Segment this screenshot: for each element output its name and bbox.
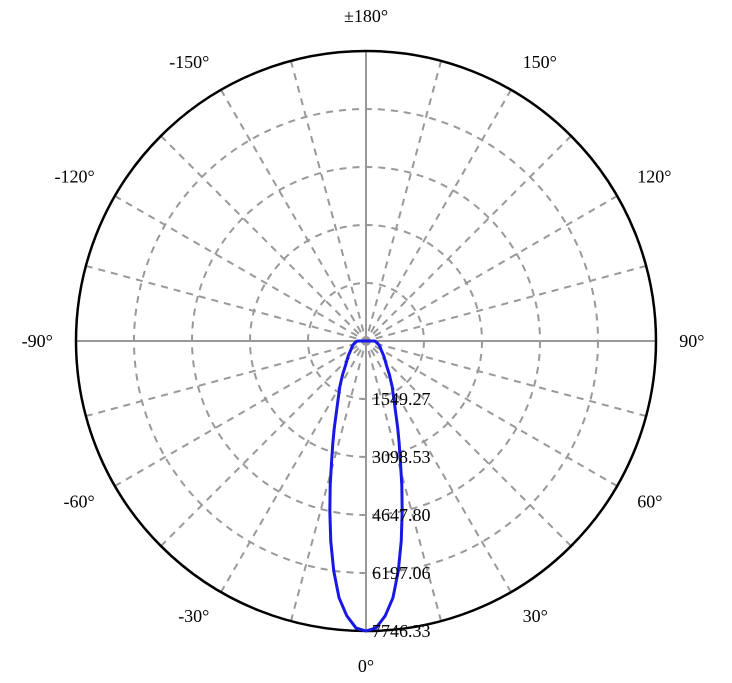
angle-label: -60° <box>64 492 95 512</box>
angle-label: 90° <box>679 331 704 351</box>
angle-label: 150° <box>523 52 557 72</box>
radial-value-label: 1549.27 <box>372 389 431 409</box>
radial-value-label: 4647.80 <box>372 505 431 525</box>
radial-value-label: 6197.06 <box>372 563 431 583</box>
angle-label: 120° <box>637 166 671 186</box>
angle-label: -120° <box>55 166 95 186</box>
angle-label: -90° <box>22 331 53 351</box>
radial-value-label: 7746.33 <box>372 621 431 641</box>
angle-label: 30° <box>523 606 548 626</box>
angle-label: ±180° <box>344 6 388 26</box>
polar-chart: ±180° -150° 150° -120° 120° -90° 90° -60° 60° -30… <box>0 0 732 683</box>
angle-label: 0° <box>358 656 374 676</box>
radial-value-label: 3098.53 <box>372 447 431 467</box>
angle-label: -150° <box>169 52 209 72</box>
angle-label: -30° <box>178 606 209 626</box>
angle-label: 60° <box>637 492 662 512</box>
